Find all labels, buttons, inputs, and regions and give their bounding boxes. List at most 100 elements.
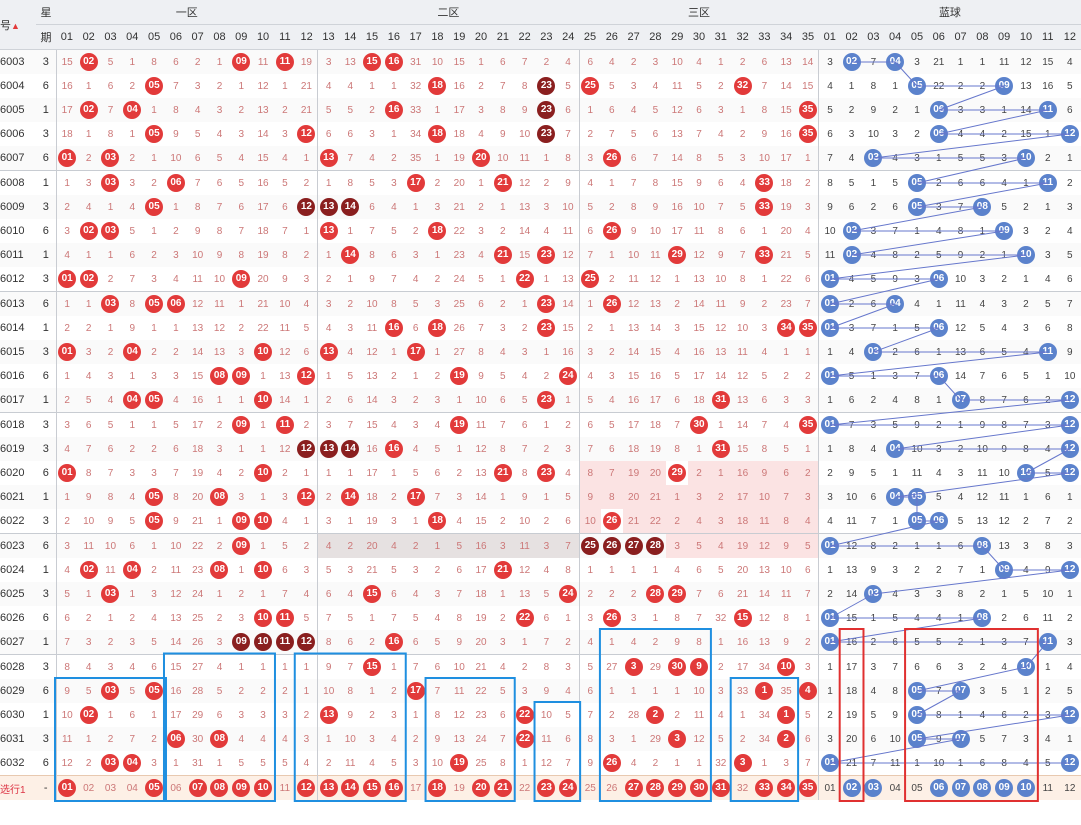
miss-cell: 4: [230, 727, 253, 751]
miss-cell: 5: [230, 170, 253, 195]
miss-cell: 1: [99, 195, 122, 219]
red-ball: 08: [210, 488, 229, 506]
hit-cell: 03: [99, 582, 122, 606]
miss-cell: 12: [737, 370, 749, 382]
miss-cell: 7: [578, 243, 601, 267]
blue-ball: 11: [1038, 633, 1057, 651]
blue-ball: 01: [821, 537, 840, 555]
blue-miss-cell: 15: [1020, 128, 1032, 140]
blue-miss-cell: 5: [870, 273, 877, 285]
miss-cell: 12: [666, 98, 689, 122]
hit-cell: 03: [100, 751, 122, 776]
miss-cell: 1: [252, 485, 274, 509]
hit-cell: 04: [121, 340, 144, 364]
blue-number-header: 04: [884, 24, 907, 50]
miss-cell: 5: [412, 612, 419, 624]
hit-cell: 25: [578, 267, 601, 292]
issue-number: 6006: [0, 128, 25, 140]
miss-cell: 2: [578, 316, 601, 340]
main-number-header: 02: [77, 24, 100, 50]
miss-cell: 10: [540, 709, 552, 721]
hit-cell: 10: [252, 606, 274, 630]
miss-cell: 2: [107, 273, 114, 285]
miss-cell: 2: [434, 370, 441, 382]
miss-cell: 1: [535, 146, 558, 171]
miss-cell: 1: [500, 273, 506, 285]
blue-miss-cell: 1: [957, 757, 964, 769]
miss-cell: 1: [622, 727, 645, 751]
miss-cell: 5: [557, 485, 580, 509]
hit-cell: 13: [317, 219, 340, 243]
main-number-header: 34: [775, 24, 798, 50]
blue-miss-cell: 3: [927, 582, 950, 606]
blue-hit-cell: 02: [840, 49, 863, 74]
blue-miss-cell: 6: [906, 340, 928, 364]
miss-cell: 24: [470, 727, 492, 751]
blue-miss-cell: 2: [1015, 195, 1037, 219]
miss-cell: 4: [521, 370, 528, 382]
blue-hit-cell: 01: [818, 412, 841, 437]
red-ball: 05: [145, 295, 164, 313]
red-ball: 13: [319, 198, 338, 216]
red-ball: 02: [79, 101, 98, 119]
miss-cell: 1: [391, 467, 397, 479]
red-ball: 20: [472, 149, 491, 167]
miss-cell: 2: [578, 122, 601, 146]
miss-cell: 3: [797, 485, 819, 509]
miss-cell: 7: [339, 654, 362, 679]
red-ball: 13: [319, 779, 338, 797]
red-ball: 09: [232, 779, 251, 797]
miss-cell: 6: [412, 322, 419, 334]
red-ball: 23: [537, 391, 556, 409]
red-ball: 4: [798, 682, 817, 700]
blue-ball: 04: [886, 53, 905, 71]
miss-cell: 1: [666, 485, 689, 509]
miss-cell: 24: [453, 273, 465, 285]
blue-hit-cell: 10: [1015, 243, 1037, 267]
blue-miss-cell: 6: [949, 170, 972, 195]
miss-cell: 3: [470, 98, 492, 122]
blue-miss-cell: 6: [840, 195, 863, 219]
red-ball: 35: [798, 779, 817, 797]
miss-cell: 4: [216, 467, 223, 479]
weekday: 3: [36, 340, 56, 364]
miss-cell: 11: [628, 273, 639, 285]
blue-miss-cell: 5: [993, 195, 1016, 219]
blue-miss-cell: 1: [818, 388, 841, 413]
main-number-header: 27: [622, 24, 645, 50]
hit-cell: 35: [797, 775, 819, 800]
blue-miss-cell: 2: [884, 533, 907, 558]
blue-miss-cell: 10: [1036, 582, 1059, 606]
miss-cell: 5: [797, 533, 819, 558]
miss-cell: 3: [303, 564, 310, 576]
miss-cell: 5: [260, 757, 266, 769]
issue-header[interactable]: 号▲: [0, 0, 36, 50]
draw-row: 6011 1 4 1 1 6 2 3 10 9 8 19 8 2 1 14 8 6 3 1 23 4 21 15 23 12 7 1 1…: [0, 243, 1081, 267]
blue-miss-cell: 3: [906, 146, 928, 171]
miss-cell: 7: [565, 128, 571, 140]
blue-miss-cell: 2: [1001, 612, 1007, 624]
main-number-header: 18: [426, 24, 449, 50]
blue-miss-cell: 3: [848, 128, 855, 140]
miss-cell: 9: [448, 630, 471, 655]
blue-miss-cell: 4: [993, 654, 1016, 679]
miss-cell: 3: [295, 727, 318, 751]
miss-cell: 22: [257, 322, 269, 334]
miss-cell: 3: [99, 654, 122, 679]
miss-cell: 8: [361, 243, 383, 267]
blue-ball: 12: [1060, 464, 1079, 482]
hit-cell: 05: [143, 291, 165, 316]
miss-cell: 6: [361, 195, 383, 219]
issue-number: 6025: [0, 582, 36, 606]
blue-miss-cell: 10: [1064, 370, 1076, 382]
miss-cell: 1: [470, 49, 492, 74]
miss-cell: 1: [600, 679, 623, 703]
sort-icon[interactable]: ▲: [11, 20, 20, 31]
miss-cell: 4: [456, 515, 463, 527]
miss-cell: 6: [208, 170, 231, 195]
miss-cell: 3: [775, 388, 798, 413]
hit-cell: 05: [143, 679, 165, 703]
weekday: 3: [36, 727, 56, 751]
hit-cell: 22: [514, 267, 536, 292]
miss-cell: 3: [609, 370, 615, 382]
